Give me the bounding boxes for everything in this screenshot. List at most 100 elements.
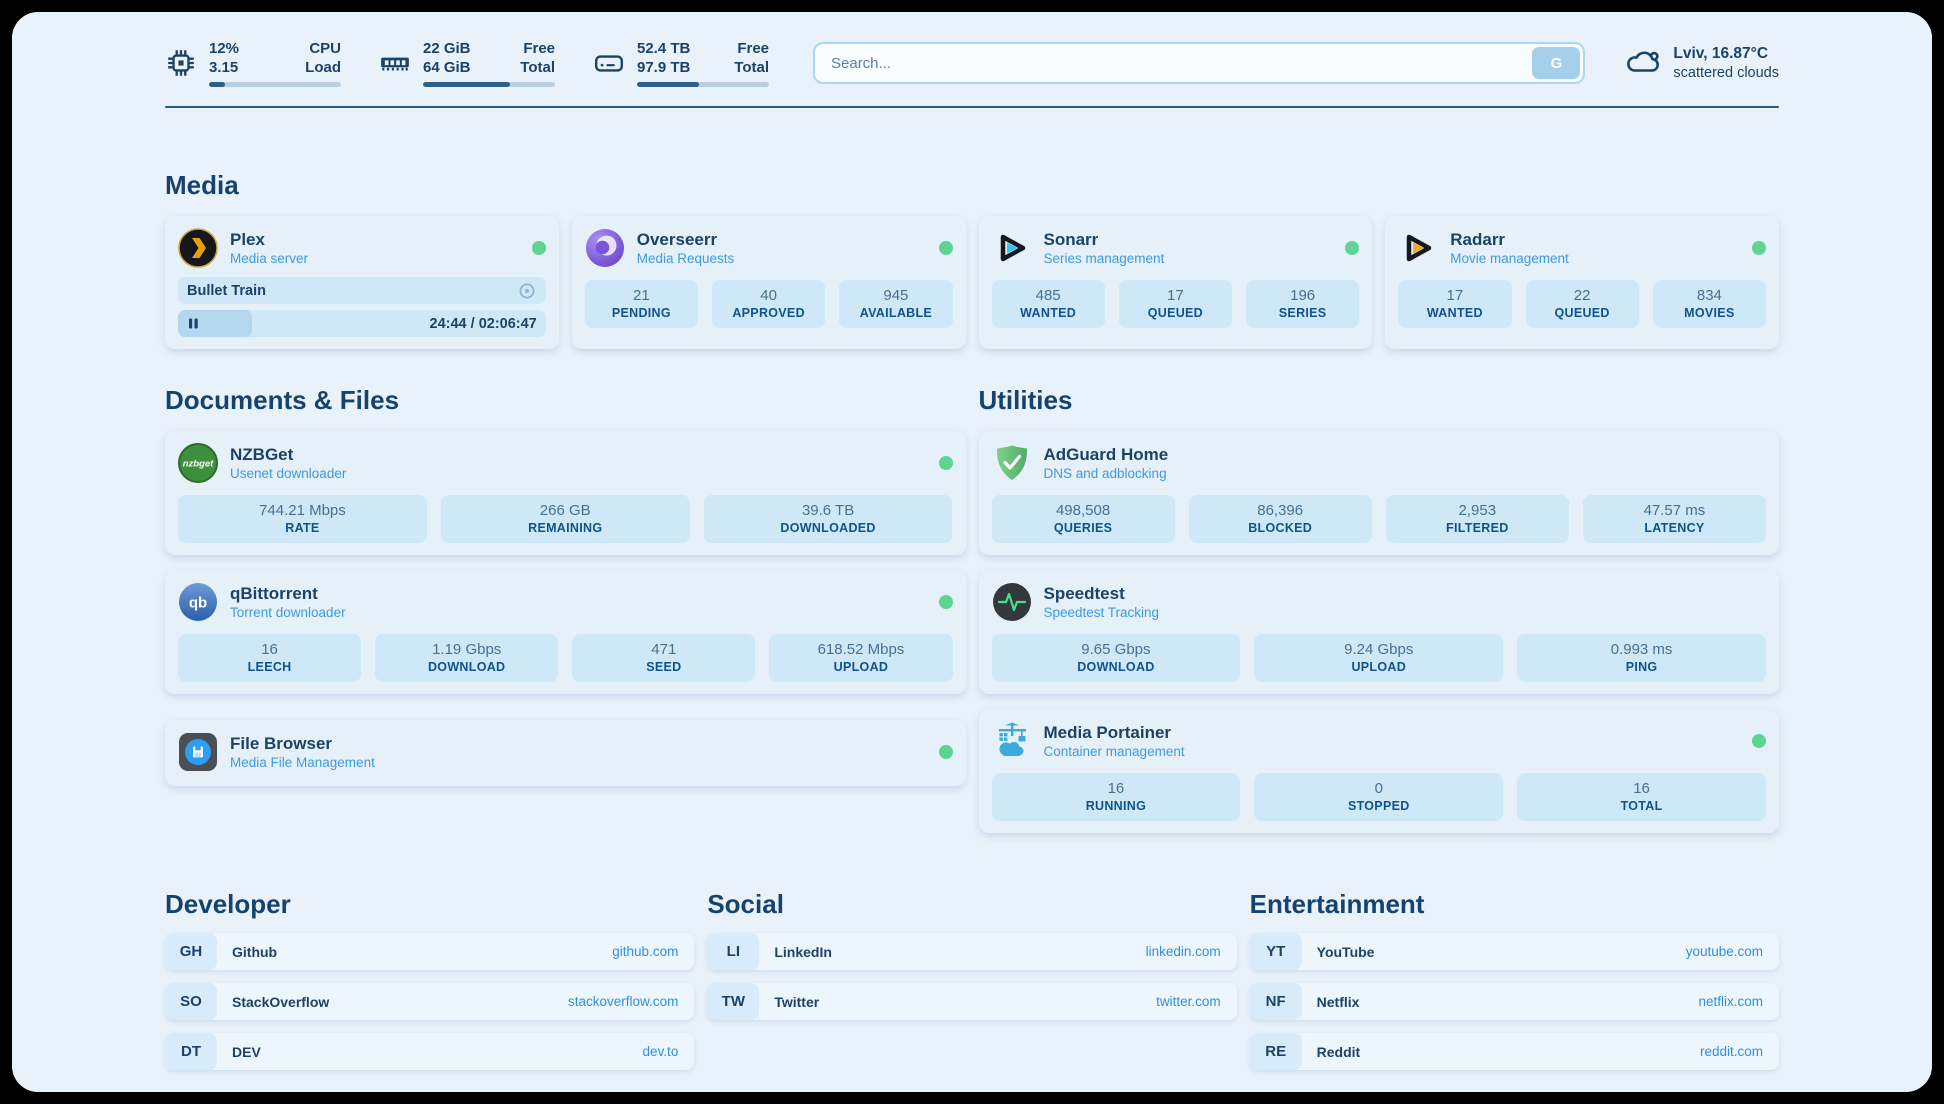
- link-github[interactable]: GH Github github.com: [165, 933, 695, 970]
- disk-icon: [593, 47, 625, 79]
- now-playing: Bullet Train 24:44 / 02:06:47: [178, 277, 546, 337]
- link-youtube[interactable]: YT YouTube youtube.com: [1249, 933, 1779, 970]
- status-dot: [938, 745, 953, 759]
- link-url: github.com: [612, 944, 679, 959]
- link-url: linkedin.com: [1145, 944, 1221, 959]
- developer-links-column: Developer GH Github github.com SO StackO…: [165, 889, 695, 1070]
- app-card-radarr[interactable]: Radarr Movie management 17 WANTED 22 QUEUE…: [1385, 216, 1779, 349]
- link-badge: DT: [165, 1033, 217, 1070]
- pause-icon: [187, 317, 200, 330]
- app-card-qbittorrent[interactable]: qb qBittorrent Torrent downloader 16 LEEC…: [165, 570, 966, 694]
- disk-free-value: 52.4 TB: [637, 40, 691, 57]
- app-subtitle: Movie management: [1450, 250, 1569, 266]
- weather-location-temp: Lviv, 16.87°C: [1673, 44, 1769, 62]
- app-card-filebrowser[interactable]: File Browser Media File Management: [165, 720, 966, 786]
- app-card-adguard[interactable]: AdGuard Home DNS and adblocking 498,508 Q…: [978, 431, 1779, 555]
- link-name: Github: [232, 943, 278, 960]
- qbittorrent-icon: qb: [178, 582, 218, 622]
- cloud-icon: [1625, 45, 1661, 82]
- cpu-load-value: 3.15: [209, 59, 239, 76]
- disk-total-label: Total: [734, 59, 769, 76]
- app-name: Media Portainer: [1043, 722, 1172, 742]
- app-card-nzbget[interactable]: nzbget NZBGet Usenet downloader 744.21 M…: [165, 431, 966, 555]
- stat-box: 40 APPROVED: [712, 280, 826, 328]
- cpu-load-label: Load: [305, 59, 341, 76]
- app-subtitle: Container management: [1043, 743, 1185, 759]
- link-name: Twitter: [774, 993, 820, 1010]
- weather-widget: Lviv, 16.87°C scattered clouds: [1625, 44, 1779, 83]
- link-badge: NF: [1249, 983, 1302, 1020]
- stat-box: 17 WANTED: [1398, 280, 1512, 328]
- app-card-overseerr[interactable]: Overseerr Media Requests 21 PENDING 40 APP…: [571, 216, 966, 349]
- status-dot: [938, 595, 953, 609]
- link-twitter[interactable]: TW Twitter twitter.com: [707, 983, 1237, 1020]
- link-netflix[interactable]: NF Netflix netflix.com: [1249, 983, 1779, 1020]
- app-card-sonarr[interactable]: Sonarr Series management 485 WANTED 17 QUE…: [978, 216, 1373, 349]
- search-bar: G: [813, 42, 1586, 84]
- link-url: youtube.com: [1685, 944, 1763, 959]
- playback-time: 24:44 / 02:06:47: [429, 315, 537, 332]
- app-name: Plex: [230, 229, 265, 249]
- stat-box: 498,508 QUERIES: [991, 495, 1175, 543]
- disk-free-label: Free: [737, 40, 769, 57]
- link-url: netflix.com: [1698, 994, 1763, 1009]
- status-dot: [1752, 734, 1766, 748]
- app-name: qBittorrent: [230, 583, 318, 603]
- cpu-icon: [165, 47, 197, 79]
- link-stackoverflow[interactable]: SO StackOverflow stackoverflow.com: [165, 983, 695, 1020]
- app-name: Speedtest: [1043, 583, 1125, 603]
- disk-usage-widget: 52.4 TB Free 97.9 TB Total: [593, 39, 769, 87]
- stat-box: 196 SERIES: [1246, 280, 1360, 328]
- target-icon[interactable]: [517, 281, 537, 301]
- app-name: File Browser: [230, 733, 333, 753]
- nzbget-icon: nzbget: [178, 443, 218, 483]
- stat-box: 0 STOPPED: [1254, 773, 1504, 821]
- ram-free-value: 22 GiB: [423, 40, 471, 57]
- app-subtitle: DNS and adblocking: [1043, 465, 1167, 481]
- stat-box: 834 MOVIES: [1652, 280, 1766, 328]
- status-dot: [531, 241, 546, 255]
- stat-box: 47.57 ms LATENCY: [1582, 495, 1766, 543]
- app-name: NZBGet: [230, 444, 294, 464]
- app-subtitle: Speedtest Tracking: [1043, 604, 1160, 620]
- utilities-column: Utilities AdGuard Home DNS and adblockin…: [978, 385, 1779, 833]
- ram-total-value: 64 GiB: [423, 59, 471, 76]
- app-subtitle: Media Requests: [636, 250, 735, 266]
- link-name: LinkedIn: [774, 943, 832, 960]
- app-card-plex[interactable]: Plex Media server Bullet Train: [165, 216, 559, 349]
- app-subtitle: Media File Management: [230, 754, 375, 770]
- sonarr-icon: [992, 228, 1032, 268]
- documents-column: Documents & Files nzbget NZBGet Usenet d…: [165, 385, 966, 833]
- stat-box: 945 AVAILABLE: [839, 280, 953, 328]
- search-engine-button[interactable]: G: [1532, 47, 1581, 79]
- stat-box: 86,396 BLOCKED: [1188, 495, 1372, 543]
- link-badge: GH: [165, 933, 217, 970]
- link-linkedin[interactable]: LI LinkedIn linkedin.com: [707, 933, 1237, 970]
- section-title-media: Media: [165, 170, 239, 200]
- svg-text:nzbget: nzbget: [183, 459, 214, 470]
- ram-progress-bar: [423, 82, 555, 87]
- plex-icon: [178, 228, 218, 268]
- header-divider: [165, 106, 1779, 108]
- link-name: Netflix: [1316, 993, 1360, 1010]
- ram-total-label: Total: [520, 59, 555, 76]
- stat-box: 471 SEED: [572, 634, 756, 682]
- section-title-developer: Developer: [165, 889, 291, 919]
- search-input[interactable]: [813, 42, 1586, 84]
- link-name: StackOverflow: [232, 993, 330, 1010]
- stat-box: 9.24 Gbps UPLOAD: [1254, 634, 1504, 682]
- app-name: Radarr: [1450, 229, 1506, 249]
- stat-box: 22 QUEUED: [1525, 280, 1639, 328]
- link-dev[interactable]: DT DEV dev.to: [165, 1033, 695, 1070]
- social-links-column: Social LI LinkedIn linkedin.com TW Twitt…: [707, 889, 1237, 1070]
- app-card-speedtest[interactable]: Speedtest Speedtest Tracking 9.65 Gbps DO…: [978, 570, 1779, 694]
- cpu-label: CPU: [309, 40, 341, 57]
- stat-box: 16 RUNNING: [991, 773, 1241, 821]
- section-title-utilities: Utilities: [978, 385, 1073, 415]
- link-reddit[interactable]: RE Reddit reddit.com: [1249, 1033, 1779, 1070]
- stat-box: 0.993 ms PING: [1517, 634, 1766, 682]
- link-name: Reddit: [1316, 1043, 1361, 1060]
- playback-progress-bar[interactable]: 24:44 / 02:06:47: [178, 310, 546, 337]
- stat-box: 1.19 Gbps DOWNLOAD: [375, 634, 559, 682]
- app-card-portainer[interactable]: Media Portainer Container management 16 R…: [978, 709, 1779, 833]
